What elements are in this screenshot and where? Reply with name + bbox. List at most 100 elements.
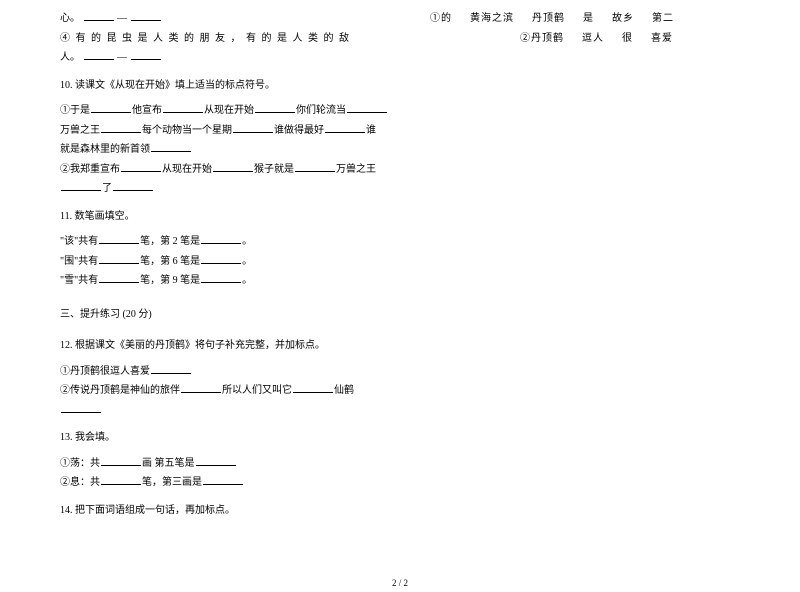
t: 他宣布 [132,105,162,116]
blank [181,382,221,393]
text-line: ④ 有 的 昆 虫 是 人 类 的 朋 友 ， 有 的 是 人 类 的 敌 [60,30,405,48]
t: 是 [583,13,594,24]
t: 笔，第 6 笔是 [140,256,200,267]
blank [99,233,139,244]
blank [203,474,243,485]
d: — [117,13,127,24]
t: ①丹顶鹤很逗人喜爱 [60,366,150,377]
blank [101,455,141,466]
t: 你们轮流当 [296,105,346,116]
q13-line1: ①荡：共 画 第五笔是 [60,455,405,473]
t: 猴子就是 [254,164,294,175]
t: ②丹顶鹤 [520,33,564,44]
blank [293,382,333,393]
blank [201,233,241,244]
t: 从现在开始 [162,164,212,175]
blank [101,122,141,133]
blank [61,402,101,413]
t: 故乡 [612,13,634,24]
blank [201,253,241,264]
blank [61,180,101,191]
blank [201,272,241,283]
q11-line1: "该"共有 笔，第 2 笔是 。 [60,233,405,251]
t: 心。 [60,13,80,24]
text-line: 人。 — [60,49,405,67]
right-line1: ①的 黄海之滨 丹顶鹤 是 故乡 第二 [430,10,740,28]
t: 人。 [60,52,80,63]
q10-line5: 了 [60,180,405,198]
t: "雪"共有 [60,275,98,286]
t: ②息：共 [60,477,100,488]
t: 画 第五笔是 [142,458,195,469]
q10-line3: 就是森林里的新首领 [60,141,405,159]
q12-line1: ①丹顶鹤很逗人喜爱 [60,363,405,381]
t: 。 [242,275,252,286]
q13-head: 13. 我会填。 [60,429,405,447]
t: 黄海之滨 [470,13,514,24]
t: 。 [242,256,252,267]
t: 万兽之王 [336,164,376,175]
t: 谁做得最好 [274,125,324,136]
blank [113,180,153,191]
t: 笔，第 2 笔是 [140,236,200,247]
t: 仙鹤 [334,385,354,396]
blank [325,122,365,133]
q11-line3: "雪"共有 笔，第 9 笔是 。 [60,272,405,290]
t: 所以人们又叫它 [222,385,292,396]
t: 从现在开始 [204,105,254,116]
t: ①的 [430,13,452,24]
t: 第二 [652,13,674,24]
blank [196,455,236,466]
text-line: 心。 — [60,10,405,28]
blank [233,122,273,133]
t: ②我郑重宣布 [60,164,120,175]
q10-line1: ①于是 他宣布 从现在开始 你们轮流当 [60,102,405,120]
t: 每个动物当一个星期 [142,125,232,136]
blank [121,161,161,172]
t: 。 [242,236,252,247]
q10-line4: ②我郑重宣布 从现在开始 猴子就是 万兽之王 [60,161,405,179]
blank [255,102,295,113]
q10-line2: 万兽之王 每个动物当一个星期 谁做得最好 谁 [60,122,405,140]
q12-line2: ②传说丹顶鹤是神仙的旅伴 所以人们又叫它 仙鹤 [60,382,405,400]
t: 万兽之王 [60,125,100,136]
t: 笔，第 9 笔是 [140,275,200,286]
t: 很 [622,33,633,44]
q14-head: 14. 把下面词语组成一句话，再加标点。 [60,502,405,520]
t: 逗人 [582,33,604,44]
t: 笔，第三画是 [142,477,202,488]
t: ②传说丹顶鹤是神仙的旅伴 [60,385,180,396]
blank [91,102,131,113]
t: 丹顶鹤 [532,13,565,24]
blank [163,102,203,113]
t: ①荡：共 [60,458,100,469]
blank [347,102,387,113]
q12-head: 12. 根据课文《美丽的丹顶鹤》将句子补充完整，并加标点。 [60,337,405,355]
blank [99,272,139,283]
right-line2: ②丹顶鹤 逗人 很 喜爱 [430,30,740,48]
q10-head: 10. 读课文《从现在开始》填上适当的标点符号。 [60,77,405,95]
blank [131,10,161,21]
t: 了 [102,183,112,194]
blank [151,363,191,374]
q11-head: 11. 数笔画填空。 [60,208,405,226]
page-number: 2 / 2 [0,578,800,588]
blank [99,253,139,264]
t: 就是森林里的新首领 [60,144,150,155]
t: ①于是 [60,105,90,116]
q11-line2: "围"共有 笔，第 6 笔是 。 [60,253,405,271]
blank [131,49,161,60]
d: — [117,52,127,63]
t: "围"共有 [60,256,98,267]
blank [84,10,114,21]
blank [295,161,335,172]
q13-line2: ②息：共 笔，第三画是 [60,474,405,492]
blank [213,161,253,172]
q12-line3 [60,402,405,420]
section-3-head: 三、提升练习 (20 分) [60,306,405,324]
t: 谁 [366,125,376,136]
t: "该"共有 [60,236,98,247]
blank [84,49,114,60]
blank [151,141,191,152]
t: 喜爱 [651,33,673,44]
